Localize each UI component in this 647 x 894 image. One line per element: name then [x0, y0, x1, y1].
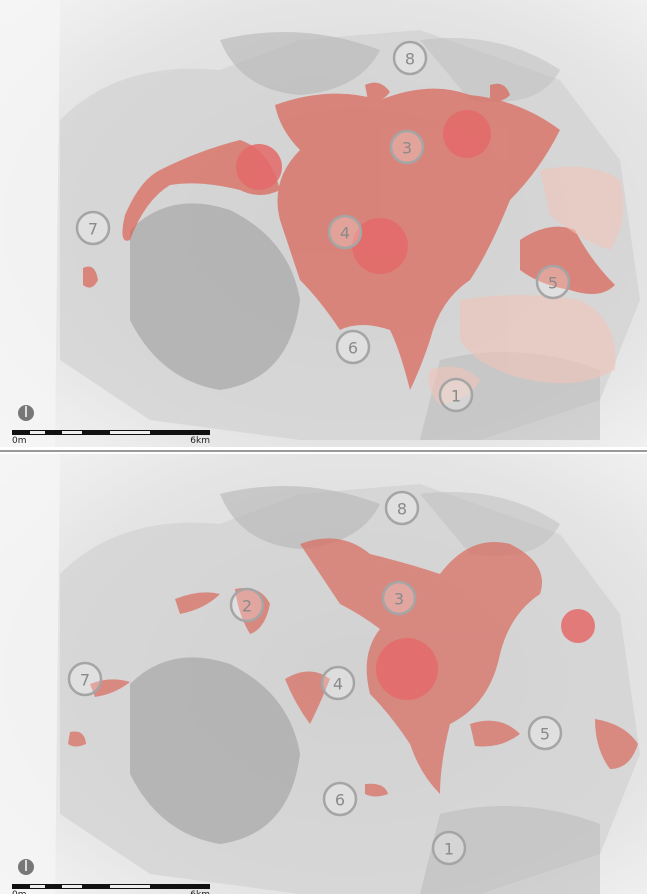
marker-label: 6 — [348, 339, 358, 358]
scale-start: 0m — [12, 436, 27, 446]
scale-bar-segment — [30, 885, 45, 888]
marker-label: 8 — [405, 50, 415, 69]
marker-label: 5 — [548, 274, 558, 293]
marker-label: 7 — [80, 671, 90, 690]
scale-bar-segment — [62, 885, 82, 888]
marker-label: 4 — [340, 224, 350, 243]
scale-end: 6km — [190, 890, 210, 894]
marker-label: 4 — [333, 675, 343, 694]
map-figure: 8 3 7 4 5 6 1 0m 6km 8 2 3 7 4 5 6 1 0m 6km — [0, 0, 647, 894]
marker-label: 5 — [540, 725, 550, 744]
scale-bar-segment — [110, 431, 150, 434]
marker-label: 6 — [335, 791, 345, 810]
marker-label: 1 — [451, 387, 461, 406]
scale-bar-segment — [110, 885, 150, 888]
marker-label: 2 — [242, 597, 252, 616]
marker-label: 3 — [394, 590, 404, 609]
marker-label: 8 — [397, 500, 407, 519]
scale-end: 6km — [190, 436, 210, 446]
marker-label: 3 — [402, 139, 412, 158]
scale-bar-segment — [30, 431, 45, 434]
scale-start: 0m — [12, 890, 27, 894]
scale-bar-segment — [62, 431, 82, 434]
marker-label: 7 — [88, 220, 98, 239]
marker-label: 1 — [444, 840, 454, 859]
